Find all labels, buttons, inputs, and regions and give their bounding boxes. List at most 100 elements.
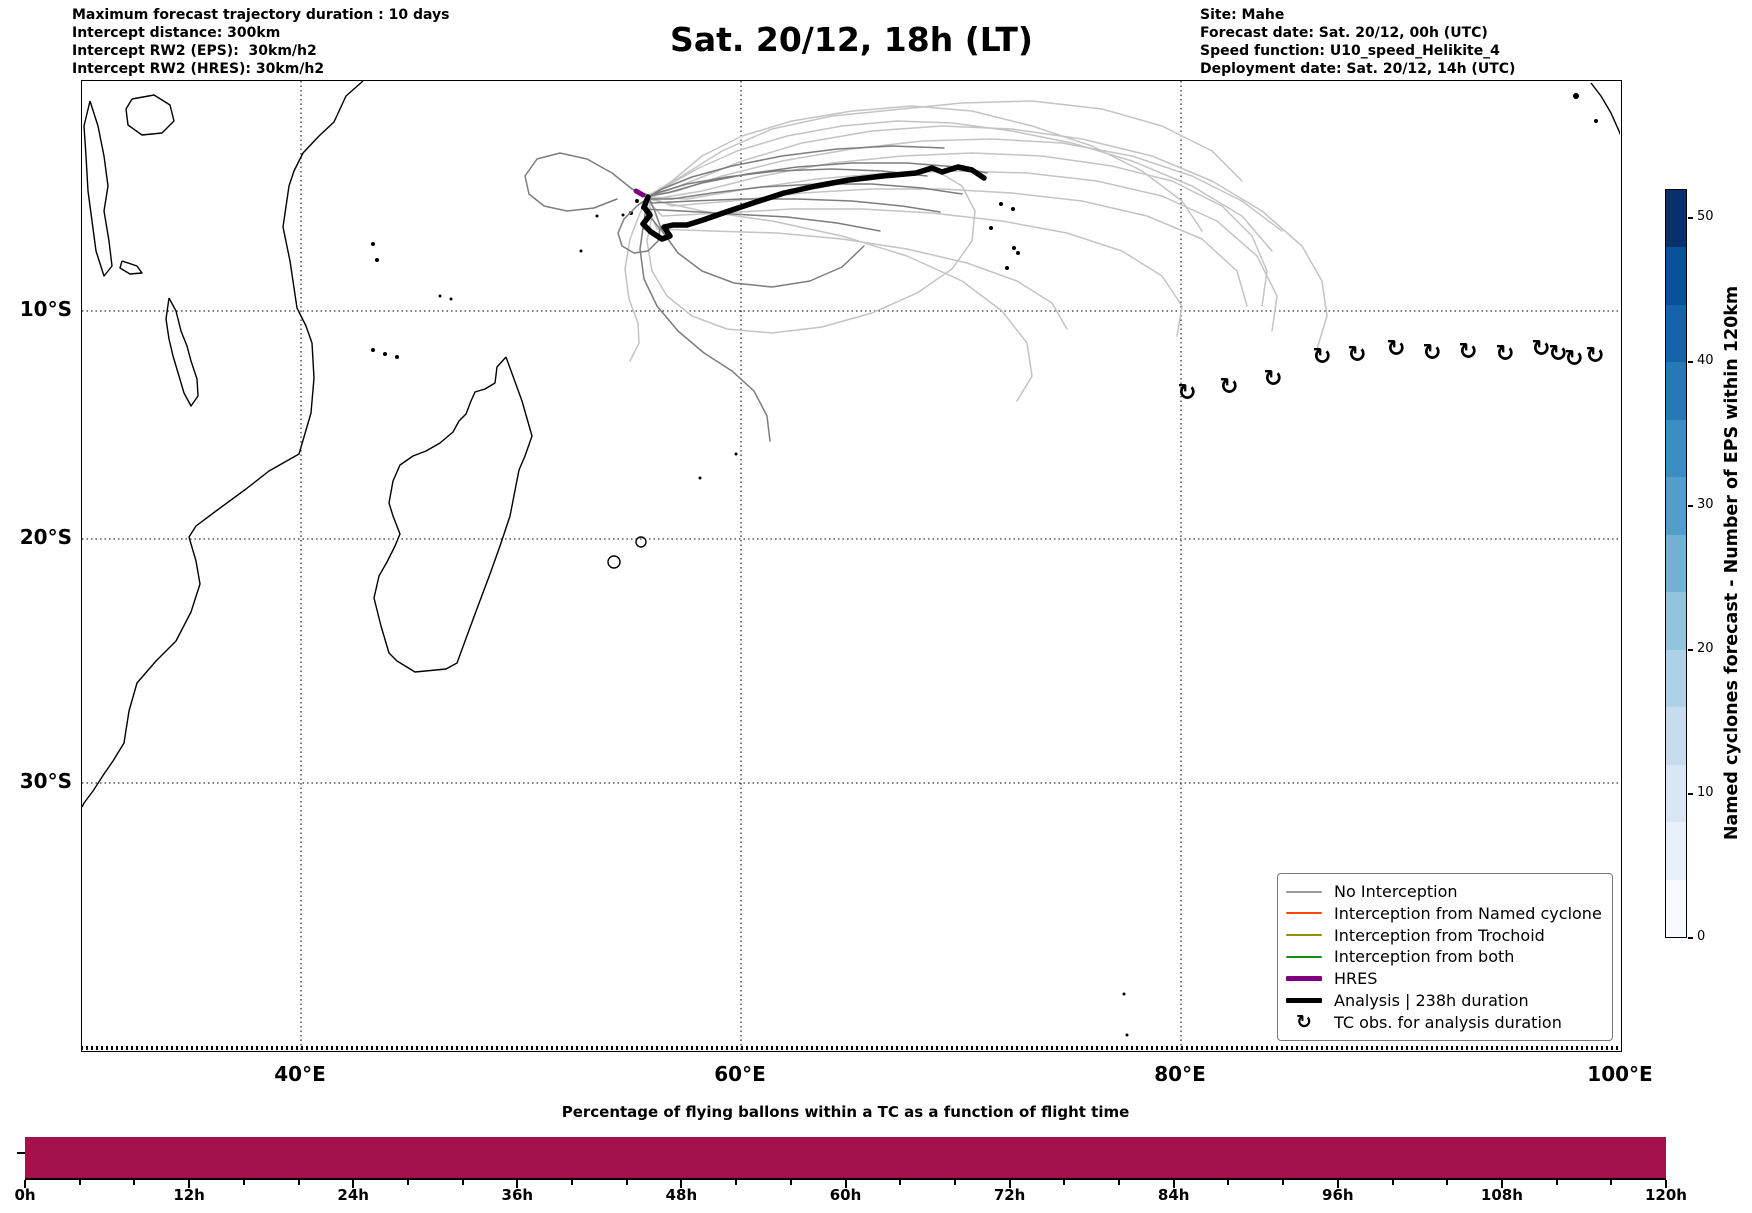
bottom-x-label: 48h bbox=[665, 1186, 698, 1204]
map-axis-minor-ticks bbox=[81, 1046, 1622, 1050]
trajectory-no-interception-light bbox=[624, 202, 647, 362]
coastline-lake-tanganyika bbox=[83, 100, 113, 277]
tc-obs-marker: ↻ bbox=[1263, 366, 1282, 392]
legend-item: Interception from both bbox=[1286, 946, 1604, 967]
colorbar-step bbox=[1666, 879, 1686, 938]
tc-obs-marker: ↻ bbox=[1219, 374, 1238, 400]
legend-item-label: Interception from Trochoid bbox=[1334, 925, 1545, 945]
annotation-line: Deployment date: Sat. 20/12, 14h (UTC) bbox=[1200, 61, 1516, 77]
bottom-x-label: 0h bbox=[14, 1186, 36, 1204]
hres-track bbox=[633, 188, 646, 198]
bottom-minor-tick bbox=[625, 1180, 628, 1185]
island-dot bbox=[1011, 207, 1015, 211]
tc-obs-marker: ↻ bbox=[1548, 341, 1567, 367]
annotation-line: Forecast date: Sat. 20/12, 00h (UTC) bbox=[1200, 25, 1488, 41]
trajectory-no-interception bbox=[641, 201, 881, 232]
island-outline bbox=[635, 536, 647, 548]
colorbar-step bbox=[1666, 419, 1686, 478]
colorbar-tick bbox=[1688, 649, 1693, 651]
bottom-minor-tick bbox=[406, 1180, 409, 1185]
trajectory-no-interception-light bbox=[646, 188, 1248, 307]
tc-obs-marker: ↻ bbox=[1347, 342, 1366, 368]
colorbar-tick bbox=[1688, 217, 1693, 219]
annotation-line: Intercept RW2 (EPS): 30km/h2 bbox=[72, 43, 317, 59]
annotation-block-right: Site: Mahe Forecast date: Sat. 20/12, 00h… bbox=[1200, 6, 1515, 78]
tc-obs-marker: ↻ bbox=[1458, 339, 1477, 365]
bottom-minor-tick bbox=[461, 1180, 464, 1185]
island-dot bbox=[635, 199, 639, 203]
bottom-chart-title: Percentage of flying ballons within a TC… bbox=[561, 1103, 1130, 1121]
bottom-minor-tick bbox=[297, 1180, 300, 1185]
bottom-minor-tick bbox=[1063, 1180, 1066, 1185]
trajectory-no-interception bbox=[524, 152, 649, 212]
tc-obs-marker: ↻ bbox=[1585, 343, 1604, 369]
coastline-lake-victoria bbox=[125, 94, 175, 136]
tc-obs-marker: ↻ bbox=[1312, 344, 1331, 370]
tc-obs-marker: ↻ bbox=[1495, 341, 1514, 367]
colorbar-tick bbox=[1688, 505, 1693, 507]
island-dot bbox=[1573, 93, 1579, 99]
island-dot bbox=[1122, 992, 1126, 996]
colorbar-label: Named cyclones forecast - Number of EPS … bbox=[1722, 285, 1742, 841]
colorbar-tick-label: 50 bbox=[1697, 208, 1714, 224]
map-canvas: ↻ ↻ ↻↻ ↻ ↻ ↻ ↻ ↻ ↻↻↻ ↻ bbox=[82, 81, 1620, 1050]
island-dot bbox=[438, 294, 442, 298]
colorbar-step bbox=[1666, 822, 1686, 880]
trajectory-no-interception-light bbox=[646, 204, 1068, 330]
bottom-x-label: 96h bbox=[1322, 1186, 1354, 1204]
page-title: Sat. 20/12, 18h (LT) bbox=[670, 20, 1033, 59]
bottom-minor-tick bbox=[1391, 1180, 1394, 1185]
lon-tick-label: 80°E bbox=[1154, 1062, 1206, 1086]
tc-obs-marker: ↻ bbox=[1422, 340, 1441, 366]
colorbar-tick-label: 10 bbox=[1697, 784, 1714, 800]
island-dot bbox=[1005, 266, 1009, 270]
tc-obs-icon: ↻ bbox=[1286, 1011, 1322, 1034]
trajectory-no-interception-light bbox=[648, 100, 1243, 196]
bottom-major-tick bbox=[680, 1180, 683, 1188]
colorbar-tick bbox=[1688, 361, 1693, 363]
legend-item: ↻ TC obs. for analysis duration bbox=[1286, 1012, 1604, 1033]
legend-line-sample bbox=[1286, 976, 1322, 982]
bottom-x-label: 12h bbox=[173, 1186, 205, 1204]
bottom-x-label: 36h bbox=[501, 1186, 534, 1204]
bottom-major-tick bbox=[1336, 1180, 1339, 1188]
island-dot bbox=[1012, 246, 1016, 250]
trajectory-no-interception-light bbox=[647, 198, 1033, 402]
cyclone-icon: ↻ bbox=[1296, 1011, 1312, 1034]
bottom-minor-tick bbox=[78, 1180, 81, 1185]
bottom-minor-tick bbox=[1227, 1180, 1230, 1185]
island-dot bbox=[999, 202, 1003, 206]
colorbar-step bbox=[1666, 247, 1686, 305]
colorbar-step bbox=[1666, 649, 1686, 708]
lat-tick-label: 30°S bbox=[19, 769, 72, 793]
island-dot bbox=[371, 242, 375, 246]
bottom-x-label: 84h bbox=[1157, 1186, 1190, 1204]
colorbar-step bbox=[1666, 190, 1686, 248]
island-dot bbox=[375, 258, 379, 262]
bottom-major-tick bbox=[188, 1180, 191, 1188]
bottom-minor-tick bbox=[1610, 1180, 1613, 1185]
legend-item-label: Analysis | 238h duration bbox=[1334, 991, 1529, 1011]
legend-item: No Interception bbox=[1286, 881, 1604, 902]
trajectory-no-interception-light bbox=[648, 170, 1278, 332]
bottom-major-tick bbox=[1665, 1180, 1667, 1188]
analysis-track bbox=[640, 164, 987, 242]
coastline-africa-coast bbox=[82, 81, 364, 808]
legend-item-label: No Interception bbox=[1334, 882, 1458, 901]
trajectory-no-interception bbox=[648, 162, 988, 197]
bottom-major-tick bbox=[1500, 1180, 1503, 1188]
annotation-line: Site: Mahe bbox=[1200, 7, 1285, 23]
tc-obs-marker: ↻ bbox=[1177, 380, 1196, 406]
colorbar-tick-label: 0 bbox=[1697, 929, 1706, 944]
bottom-x-label: 24h bbox=[337, 1186, 369, 1204]
island-dot bbox=[449, 297, 453, 301]
annotation-line: Intercept RW2 (HRES): 30km/h2 bbox=[72, 61, 325, 77]
bottom-minor-tick bbox=[899, 1180, 902, 1185]
legend-line-sample bbox=[1286, 912, 1322, 915]
colorbar-step bbox=[1666, 534, 1686, 593]
percentage-bar bbox=[25, 1137, 1666, 1178]
trajectory-no-interception bbox=[647, 145, 945, 198]
legend-item-label: Interception from both bbox=[1334, 947, 1515, 967]
colorbar-step bbox=[1666, 362, 1686, 420]
